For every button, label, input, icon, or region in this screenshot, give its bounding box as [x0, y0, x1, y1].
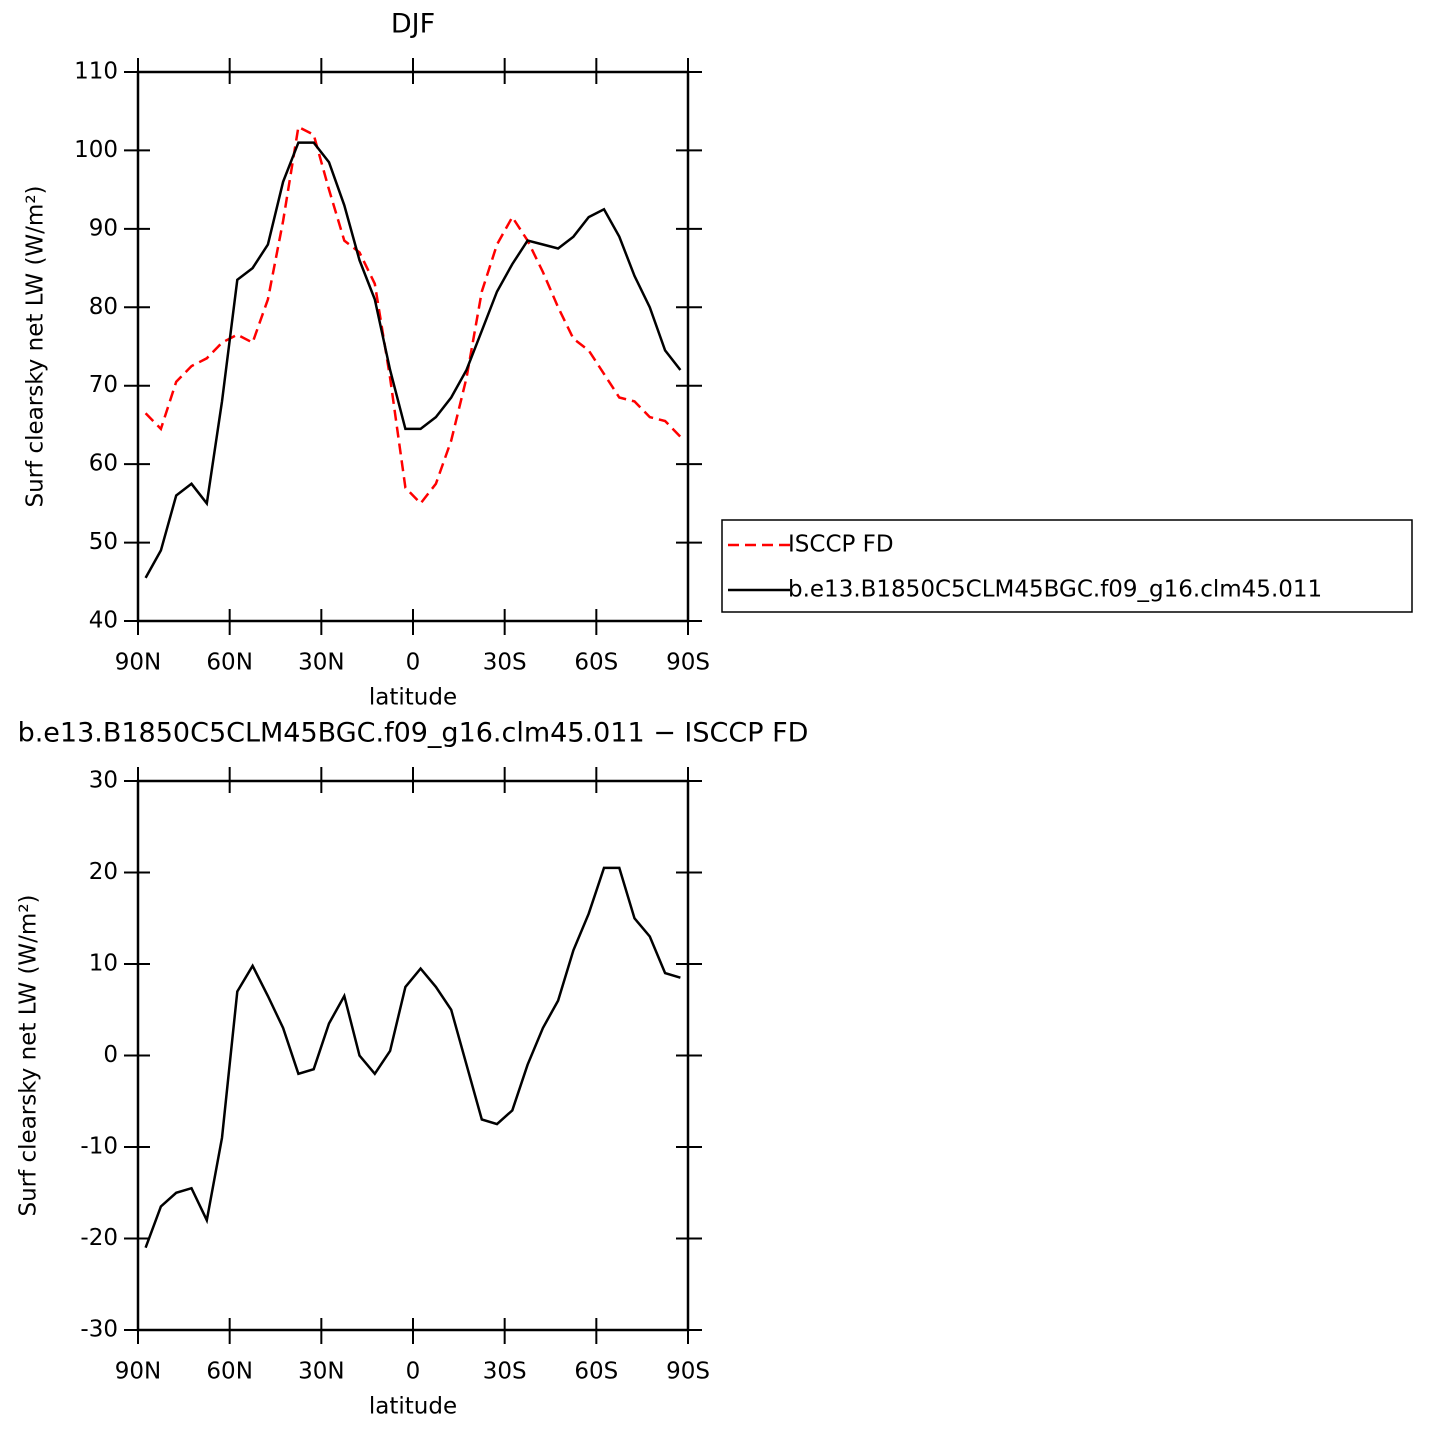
chart-title: DJF: [391, 9, 435, 40]
y-tick-label: -10: [80, 1134, 118, 1160]
y-tick-label: 10: [89, 951, 118, 977]
data-line: [144, 141, 682, 579]
plot-frame: [136, 70, 690, 623]
data-line: [144, 125, 682, 506]
x-tick-label: 30N: [298, 1359, 344, 1385]
y-tick-label: 30: [89, 768, 118, 794]
y-tick-label: 110: [74, 59, 118, 85]
y-tick-label: 40: [89, 608, 118, 634]
x-tick-label: 60N: [206, 1359, 252, 1385]
plot-frame: [136, 779, 690, 1332]
x-tick-label: 0: [406, 1359, 421, 1385]
x-tick-label: 60S: [574, 1359, 618, 1385]
x-tick-label: 30S: [483, 650, 527, 676]
legend-label: ISCCP FD: [788, 532, 894, 558]
x-tick-label: 90S: [666, 650, 710, 676]
y-axis-label: Surf clearsky net LW (W/m²): [23, 185, 49, 507]
chart-title: b.e13.B1850C5CLM45BGC.f09_g16.clm45.011 …: [18, 718, 809, 749]
x-tick-label: 60S: [574, 650, 618, 676]
y-tick-label: -30: [80, 1317, 118, 1343]
y-axis-label: Surf clearsky net LW (W/m²): [16, 894, 42, 1216]
y-tick-label: 60: [89, 451, 118, 477]
legend-label: b.e13.B1850C5CLM45BGC.f09_g16.clm45.011: [788, 577, 1322, 603]
x-tick-label: 0: [406, 650, 421, 676]
y-tick-label: 50: [89, 529, 118, 555]
y-tick-label: 90: [89, 215, 118, 241]
x-tick-label: 60N: [206, 650, 252, 676]
data-line: [144, 866, 681, 1249]
y-tick-label: 80: [89, 294, 118, 320]
y-tick-label: 0: [103, 1042, 118, 1068]
x-axis-label: latitude: [369, 1394, 457, 1420]
x-axis-label: latitude: [369, 685, 457, 711]
y-tick-label: 70: [89, 372, 118, 398]
y-tick-label: -20: [80, 1225, 118, 1251]
x-tick-label: 30N: [298, 650, 344, 676]
y-tick-label: 100: [74, 137, 118, 163]
legend-box: [721, 519, 1413, 613]
x-tick-label: 90S: [666, 1359, 710, 1385]
x-tick-label: 30S: [483, 1359, 527, 1385]
y-tick-label: 20: [89, 859, 118, 885]
x-tick-label: 90N: [115, 1359, 161, 1385]
x-tick-label: 90N: [115, 650, 161, 676]
